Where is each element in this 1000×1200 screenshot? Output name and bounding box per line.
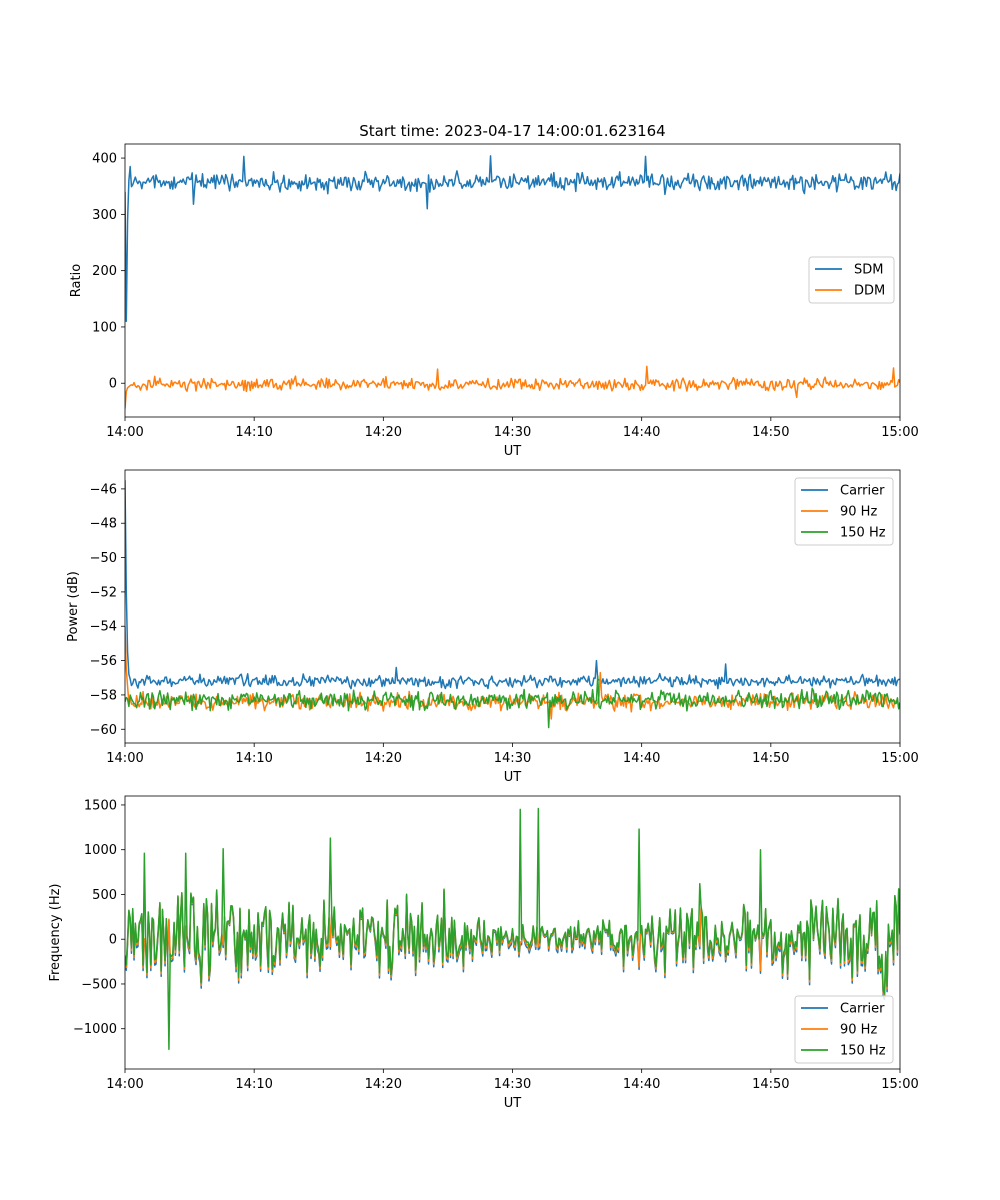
y-axis-label: Frequency (Hz) (48, 883, 63, 981)
x-axis-label: UT (504, 1096, 522, 1111)
y-tick-label: −56 (90, 654, 117, 669)
series-line-150-hz (125, 675, 900, 729)
series-line-ddm (125, 365, 900, 409)
chart-panel-3: 14:00 14:10 14:20 14:30 14:40 14:50 15:00 −1000… (48, 795, 919, 1111)
legend-label: 90 Hz (840, 505, 877, 520)
x-tick-label: 14:40 (623, 425, 660, 440)
x-tick-label: 14:20 (365, 751, 402, 766)
series-group (125, 155, 900, 409)
x-tick-label: 14:10 (235, 425, 272, 440)
legend-label: Carrier (840, 484, 885, 499)
y-tick-label: 1500 (84, 798, 117, 813)
x-tick-label: 14:40 (623, 1077, 660, 1092)
x-axis-label: UT (504, 770, 522, 785)
y-tick-label: 1000 (84, 843, 117, 858)
y-axis-label: Power (dB) (66, 571, 81, 642)
x-tick-label: 14:50 (752, 751, 789, 766)
x-tick-label: 14:40 (623, 751, 660, 766)
x-tick-label: 15:00 (881, 1077, 918, 1092)
x-tick-label: 14:30 (494, 425, 531, 440)
x-tick-label: 14:30 (494, 1077, 531, 1092)
series-line-sdm (125, 155, 900, 323)
legend-box (794, 995, 894, 1064)
y-tick-label: −52 (90, 585, 117, 600)
x-tick-label: 14:20 (365, 1077, 402, 1092)
y-tick-label: −500 (81, 977, 117, 992)
y-tick-label: 0 (109, 933, 117, 948)
x-tick-label: 14:10 (235, 751, 272, 766)
series-group (125, 480, 900, 729)
legend-box (794, 477, 894, 546)
y-tick-label: −48 (90, 517, 117, 532)
y-tick-label: 300 (92, 208, 117, 223)
x-tick-label: 15:00 (881, 425, 918, 440)
x-tick-label: 14:20 (365, 425, 402, 440)
x-axis-label: UT (504, 444, 522, 459)
legend-label: Carrier (840, 1002, 885, 1017)
y-tick-label: −60 (90, 723, 117, 738)
legend-label: 150 Hz (840, 526, 886, 541)
y-tick-label: 400 (92, 152, 117, 167)
legend: SDM DDM (808, 256, 895, 304)
legend-label: 90 Hz (840, 1023, 877, 1038)
y-tick-label: 100 (92, 320, 117, 335)
x-tick-label: 14:00 (106, 425, 143, 440)
y-tick-label: −54 (90, 620, 117, 635)
y-axis-label: Ratio (69, 264, 84, 297)
y-tick-label: 0 (109, 377, 117, 392)
legend-label: DDM (854, 284, 885, 299)
legend: Carrier 90 Hz 150 Hz (794, 477, 894, 546)
x-tick-label: 14:50 (752, 425, 789, 440)
y-tick-label: −1000 (73, 1022, 117, 1037)
chart-panel-1: 14:00 14:10 14:20 14:30 14:40 14:50 15:00 0 100 2… (69, 143, 919, 459)
figure-title: Start time: 2023-04-17 14:00:01.623164 (359, 122, 665, 140)
legend-label: SDM (854, 263, 883, 278)
x-tick-label: 14:00 (106, 751, 143, 766)
series-line-150-hz (125, 807, 900, 1051)
series-line-carrier (125, 480, 900, 690)
chart-panel-2: 14:00 14:10 14:20 14:30 14:40 14:50 15:00 −60 −5… (66, 469, 919, 785)
series-group (125, 807, 900, 1051)
x-tick-label: 14:00 (106, 1077, 143, 1092)
y-tick-label: −50 (90, 551, 117, 566)
y-tick-label: 500 (92, 888, 117, 903)
legend-label: 150 Hz (840, 1044, 886, 1059)
y-tick-label: 200 (92, 264, 117, 279)
legend: Carrier 90 Hz 150 Hz (794, 995, 894, 1064)
x-tick-label: 15:00 (881, 751, 918, 766)
x-tick-label: 14:30 (494, 751, 531, 766)
x-tick-label: 14:50 (752, 1077, 789, 1092)
charts: 14:00 14:10 14:20 14:30 14:40 14:50 15:00 0 100 2… (48, 143, 919, 1111)
y-tick-label: −58 (90, 688, 117, 703)
x-tick-label: 14:10 (235, 1077, 272, 1092)
y-tick-label: −46 (90, 482, 117, 497)
